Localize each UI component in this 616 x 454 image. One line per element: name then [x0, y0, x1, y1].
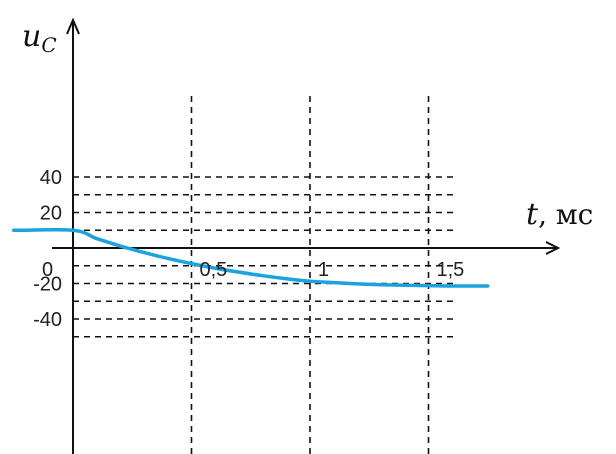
origin-label: 0	[42, 259, 53, 281]
x-tick-label: 0,5	[200, 259, 228, 281]
y-tick-label: -20	[33, 274, 62, 296]
y-axis-label: uC	[22, 19, 57, 57]
y-tick-label: -40	[33, 309, 62, 331]
x-tick-label: 1,5	[437, 259, 465, 281]
y-axis-arrow	[66, 17, 80, 35]
x-axis-arrow	[545, 241, 561, 255]
x-axis-label: t, мс	[526, 197, 593, 232]
grid	[73, 96, 455, 454]
labels: uC t, мс 0 40 20 -20 -40 0,5 1 1,5	[22, 19, 593, 331]
x-tick-label: 1	[318, 259, 329, 281]
series-line	[12, 227, 490, 288]
axes	[52, 17, 561, 454]
y-tick-label: 20	[40, 203, 62, 225]
y-tick-label: 40	[40, 167, 62, 189]
series	[12, 227, 490, 288]
